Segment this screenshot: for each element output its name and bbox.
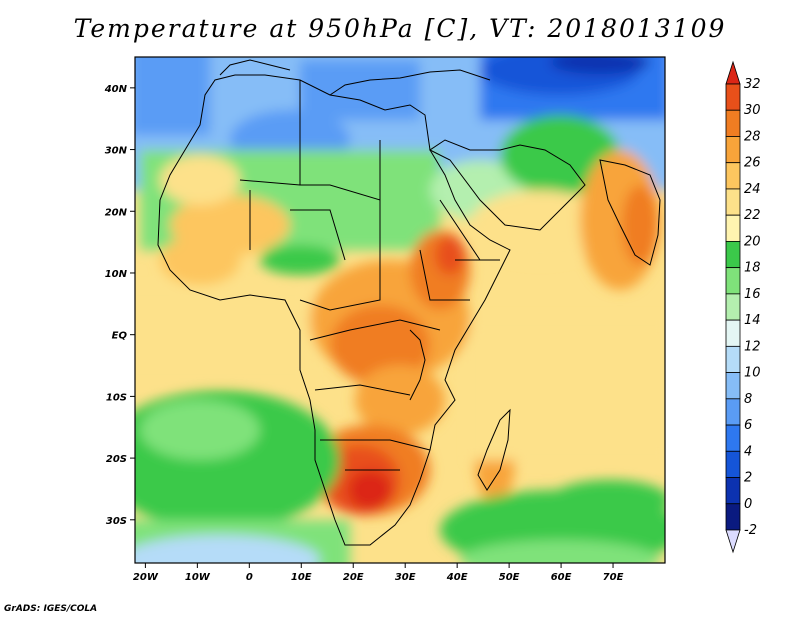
lon-tick-label: 40E <box>446 572 468 583</box>
lon-tick-label: 60E <box>551 572 572 583</box>
colorbar-label: 16 <box>744 287 761 302</box>
colorbar-swatch <box>725 136 741 164</box>
colorbar-label: 12 <box>744 339 761 354</box>
map-frame <box>134 56 666 564</box>
lon-tick-label: 0 <box>246 572 253 583</box>
colorbar-swatch <box>725 214 741 242</box>
colorbar-label: 6 <box>744 418 752 433</box>
colorbar-swatch <box>725 293 741 321</box>
colorbar-swatch <box>725 398 741 426</box>
colorbar-label: 2 <box>744 471 752 486</box>
lat-tick-label: 20S <box>106 454 127 465</box>
lon-tick-label: 30E <box>395 572 416 583</box>
colorbar-label: 26 <box>744 156 761 171</box>
colorbar-label: 32 <box>744 77 761 92</box>
colorbar-label: 22 <box>744 208 761 223</box>
temperature-field <box>135 57 665 563</box>
colorbar-swatch <box>725 267 741 295</box>
lat-tick-label: 30N <box>105 146 128 157</box>
lat-tick-label: 10N <box>105 269 128 280</box>
colorbar-label: 20 <box>744 234 761 249</box>
colorbar-swatch <box>725 83 741 111</box>
colorbar-label: 18 <box>744 261 761 276</box>
colorbar-label: 14 <box>744 313 761 328</box>
coastlines <box>157 59 661 546</box>
lat-tick-label: 20N <box>105 207 128 218</box>
colorbar-label: 28 <box>744 129 761 144</box>
colorbar-swatch <box>725 477 741 505</box>
colorbar-swatch <box>725 188 741 216</box>
colorbar-swatch <box>725 529 741 554</box>
colorbar-swatch <box>725 109 741 137</box>
lat-tick-label: 40N <box>104 84 128 95</box>
lon-tick-label: 70E <box>603 572 624 583</box>
colorbar-label: -2 <box>744 523 757 538</box>
lat-tick-label: EQ <box>112 331 128 342</box>
latitude-axis: 40N 30N 20N 10N EQ 10S 20S 30S <box>104 84 135 527</box>
colorbar-swatch <box>725 345 741 373</box>
colorbar-swatch <box>725 450 741 478</box>
lon-tick-label: 20E <box>343 572 364 583</box>
colorbar-label: 10 <box>744 366 761 381</box>
colorbar-label: 24 <box>744 182 761 197</box>
lat-tick-label: 10S <box>106 392 127 403</box>
lon-tick-label: 10W <box>185 572 211 583</box>
lon-tick-label: 50E <box>499 572 520 583</box>
grads-credit: GrADS: IGES/COLA <box>4 604 98 614</box>
colorbar-swatch <box>725 424 741 452</box>
colorbar-label: 8 <box>744 392 752 407</box>
map-title: Temperature at 950hPa [C], VT: 201801310… <box>73 14 727 43</box>
lon-tick-label: 20W <box>133 572 159 583</box>
lon-tick-label: 10E <box>291 572 312 583</box>
colorbar-swatch <box>725 241 741 269</box>
colorbar-label: 30 <box>744 103 761 118</box>
colorbar-swatch <box>725 60 741 85</box>
colorbar-label: 4 <box>744 444 752 459</box>
colorbar-swatch <box>725 503 741 531</box>
colorbar-swatch <box>725 319 741 347</box>
colorbar-label: 0 <box>744 497 752 512</box>
colorbar-swatch <box>725 372 741 400</box>
colorbar-swatch <box>725 162 741 190</box>
lat-tick-label: 30S <box>106 516 127 527</box>
longitude-axis: 20W 10W 0 10E 20E 30E 40E 50E 60E 70E <box>133 563 624 583</box>
